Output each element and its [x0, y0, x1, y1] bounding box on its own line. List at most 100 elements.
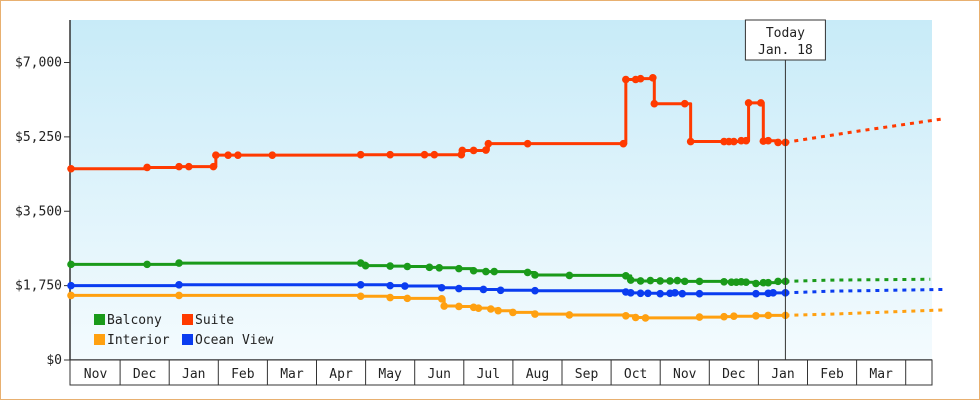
data-point	[175, 259, 183, 267]
data-point	[425, 263, 434, 272]
data-point	[523, 268, 532, 277]
data-point	[686, 137, 695, 146]
data-point	[209, 162, 218, 171]
data-point	[361, 261, 370, 270]
data-point	[656, 289, 664, 298]
data-point	[143, 260, 151, 269]
data-point	[479, 285, 488, 294]
x-tick-label: Feb	[231, 367, 255, 382]
data-point	[185, 162, 193, 171]
data-point	[67, 260, 75, 269]
data-point	[730, 312, 738, 321]
data-point	[769, 289, 777, 297]
data-point	[565, 271, 574, 280]
legend-item: Balcony	[94, 313, 162, 328]
data-point	[752, 279, 760, 288]
today-marker: Today Jan. 18	[744, 19, 826, 360]
x-tick-label: May	[378, 367, 402, 382]
data-point	[356, 292, 365, 301]
data-point	[565, 311, 574, 319]
legend-label: Ocean View	[195, 333, 273, 348]
data-point	[509, 308, 517, 317]
data-point	[531, 286, 539, 295]
data-point	[490, 267, 499, 276]
data-point	[774, 138, 782, 147]
data-point	[531, 271, 539, 279]
x-tick-label: Feb	[820, 367, 844, 382]
data-point	[742, 278, 750, 287]
series-projection	[785, 117, 946, 144]
x-tick-label: Dec	[133, 367, 156, 382]
x-axis: Nov Dec Jan Feb Mar Apr May Jun Jul Aug Sep Oct Nov D…	[69, 359, 933, 386]
y-tick-label: $7,000	[15, 56, 62, 71]
data-point	[175, 162, 183, 171]
x-tick-label: Apr	[329, 367, 353, 382]
legend-swatch	[182, 314, 193, 325]
legend-label: Balcony	[107, 313, 162, 328]
data-point	[175, 291, 183, 300]
data-point	[401, 282, 409, 290]
y-tick-label: $3,500	[15, 204, 62, 219]
data-point	[455, 284, 463, 293]
x-tick-label: Jan	[182, 367, 205, 382]
data-point	[440, 302, 448, 310]
data-point	[212, 151, 220, 159]
data-point	[720, 312, 728, 321]
data-point	[764, 278, 773, 287]
x-tick-label: Jul	[477, 367, 500, 382]
series-projection	[785, 308, 946, 317]
data-point	[487, 305, 495, 313]
series-ocean-view	[67, 280, 946, 298]
data-point	[356, 280, 365, 289]
legend: Balcony Suite Interior Ocean View	[94, 313, 273, 348]
data-point	[622, 75, 630, 84]
data-point	[523, 139, 532, 148]
data-point	[356, 150, 365, 159]
data-point	[720, 278, 728, 286]
today-label: Today	[766, 26, 805, 41]
data-point	[482, 146, 490, 154]
data-point	[482, 267, 490, 276]
data-point	[175, 280, 183, 289]
data-point	[626, 276, 635, 284]
data-point	[430, 150, 439, 159]
data-point	[757, 99, 765, 107]
data-point	[774, 277, 782, 286]
data-point	[622, 312, 630, 320]
x-tick-label: Sep	[575, 367, 599, 382]
x-tick-label: Oct	[624, 367, 647, 382]
data-point	[680, 99, 689, 108]
data-point	[752, 289, 760, 298]
data-point	[742, 136, 750, 145]
data-point	[469, 146, 478, 155]
data-point	[67, 281, 75, 290]
y-tick-label: $1,750	[15, 279, 62, 294]
legend-swatch	[94, 334, 105, 345]
data-point	[680, 277, 689, 286]
data-point	[695, 277, 704, 286]
data-point	[619, 139, 628, 148]
data-point	[531, 310, 539, 318]
x-tick-label: Aug	[526, 367, 549, 382]
x-tick-label: Jan	[771, 367, 794, 382]
data-point	[435, 263, 444, 272]
data-point	[646, 276, 655, 285]
data-point	[437, 295, 446, 303]
data-point	[67, 291, 75, 300]
data-point	[678, 289, 687, 298]
data-point	[403, 294, 412, 303]
y-tick-label: $0	[46, 353, 62, 368]
data-point	[636, 74, 645, 83]
x-tick-label: Mar	[280, 367, 304, 382]
x-tick-label: Mar	[869, 367, 893, 382]
data-point	[420, 150, 429, 159]
data-point	[644, 289, 652, 298]
data-point	[764, 136, 773, 145]
data-point	[484, 139, 493, 148]
x-tick-label: Nov	[673, 367, 697, 382]
legend-swatch	[94, 314, 105, 325]
y-tick-label: $5,250	[15, 130, 62, 145]
y-axis: $0 $1,750 $3,500 $5,250 $7,000	[15, 20, 71, 368]
data-point	[752, 312, 760, 320]
data-point	[386, 150, 394, 159]
